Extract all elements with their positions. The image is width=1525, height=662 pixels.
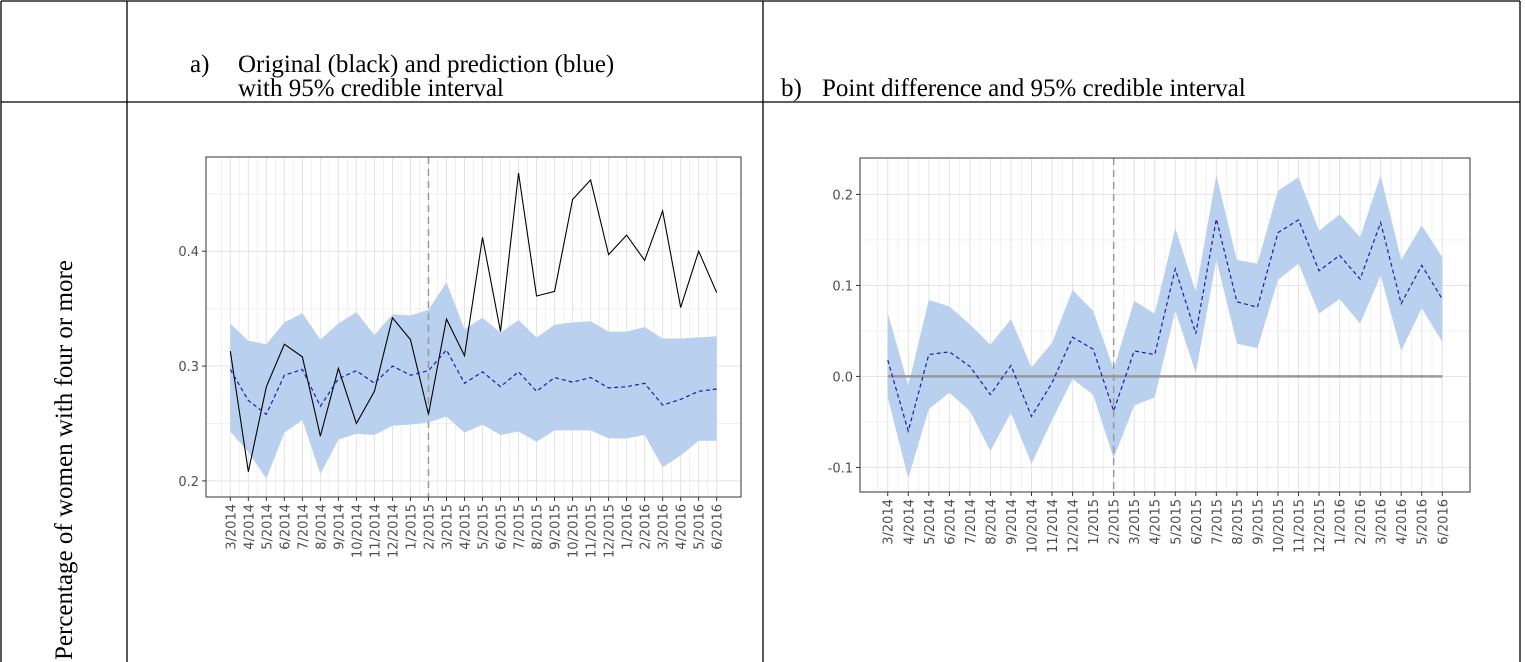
x-tick-label: 9/2015	[1251, 499, 1266, 545]
x-tick-label: 2/2015	[422, 504, 437, 550]
x-tick-label: 9/2014	[332, 504, 347, 550]
x-tick-label: 7/2015	[1210, 499, 1225, 545]
x-tick-label: 1/2016	[621, 504, 636, 550]
x-tick-label: 12/2015	[1313, 499, 1328, 553]
credible-band	[230, 282, 717, 479]
x-tick-label: 8/2015	[1231, 499, 1246, 545]
x-tick-label: 5/2014	[923, 499, 938, 545]
header-text: Point difference and 95% credible interv…	[822, 75, 1246, 102]
x-tick-label: 11/2015	[1293, 499, 1308, 553]
x-tick-label: 4/2016	[675, 504, 690, 550]
x-tick-label: 3/2016	[657, 504, 672, 550]
x-tick-label: 5/2014	[260, 504, 275, 550]
x-tick-label: 4/2016	[1395, 499, 1410, 545]
x-tick-label: 9/2015	[549, 504, 564, 550]
panel-border	[859, 157, 1471, 493]
x-tick-label: 11/2014	[1046, 499, 1061, 553]
panel-border	[205, 156, 742, 498]
x-tick-label: 5/2016	[693, 504, 708, 550]
y-tick-label: 0.2	[178, 475, 199, 490]
x-tick-label: 3/2016	[1375, 499, 1390, 545]
header-text: Original (black) and prediction (blue)	[238, 51, 614, 78]
series-line	[887, 218, 1443, 434]
x-tick-label: 11/2014	[368, 504, 383, 558]
series-line	[229, 348, 717, 416]
x-tick-label: 3/2015	[1128, 499, 1143, 545]
x-tick-label: 4/2015	[458, 504, 473, 550]
x-tick-label: 11/2015	[585, 504, 600, 558]
x-tick-label: 5/2015	[1169, 499, 1184, 545]
y-tick-label: 0.2	[832, 188, 853, 203]
x-tick-label: 6/2014	[943, 499, 958, 545]
x-tick-label: 7/2014	[964, 499, 979, 545]
y-tick-label: 0.4	[178, 245, 199, 260]
x-tick-label: 12/2015	[603, 504, 618, 558]
x-tick-label: 3/2014	[224, 504, 239, 550]
x-tick-label: 4/2015	[1149, 499, 1164, 545]
header-text: with 95% credible interval	[238, 75, 504, 102]
x-tick-label: 4/2014	[902, 499, 917, 545]
x-tick-label: 10/2014	[350, 504, 365, 558]
y-tick-label: 0.3	[178, 360, 199, 375]
x-tick-label: 2/2015	[1108, 499, 1123, 545]
x-tick-label: 12/2014	[386, 504, 401, 558]
x-tick-label: 1/2016	[1334, 499, 1349, 545]
x-tick-label: 1/2015	[1087, 499, 1102, 545]
x-tick-label: 6/2016	[1436, 499, 1451, 545]
x-tick-label: 9/2014	[1005, 499, 1020, 545]
x-tick-label: 6/2016	[711, 504, 726, 550]
x-tick-label: 3/2015	[440, 504, 455, 550]
x-tick-label: 8/2014	[314, 504, 329, 550]
x-tick-label: 5/2016	[1416, 499, 1431, 545]
x-tick-label: 10/2015	[567, 504, 582, 558]
row-label: Percentage of women with four or more	[51, 260, 78, 660]
y-tick-label: 0.1	[832, 279, 853, 294]
x-tick-label: 8/2015	[531, 504, 546, 550]
x-tick-label: 12/2014	[1067, 499, 1082, 553]
x-tick-label: 10/2014	[1025, 499, 1040, 553]
x-tick-label: 6/2015	[495, 504, 510, 550]
y-tick-label: 0.0	[832, 370, 853, 385]
header-marker: a)	[190, 51, 209, 78]
x-tick-label: 2/2016	[639, 504, 654, 550]
x-tick-label: 5/2015	[477, 504, 492, 550]
x-tick-label: 7/2015	[513, 504, 528, 550]
x-tick-label: 6/2014	[278, 504, 293, 550]
x-tick-label: 1/2015	[404, 504, 419, 550]
x-tick-label: 4/2014	[242, 504, 257, 550]
x-tick-label: 10/2015	[1272, 499, 1287, 553]
x-tick-label: 6/2015	[1190, 499, 1205, 545]
x-tick-label: 3/2014	[882, 499, 897, 545]
x-tick-label: 7/2014	[296, 504, 311, 550]
header-marker: b)	[781, 75, 802, 102]
x-tick-label: 2/2016	[1354, 499, 1369, 545]
series-line	[229, 173, 718, 472]
x-tick-label: 8/2014	[984, 499, 999, 545]
y-tick-label: -0.1	[828, 461, 853, 476]
